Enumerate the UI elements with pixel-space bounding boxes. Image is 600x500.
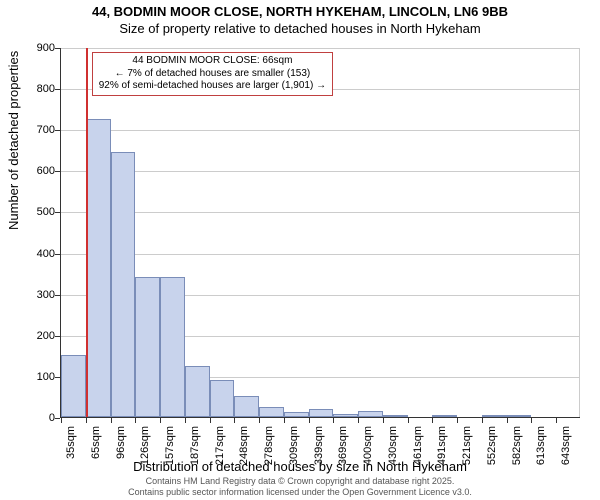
x-tick-mark (135, 418, 136, 423)
attribution-line-2: Contains public sector information licen… (0, 487, 600, 498)
x-tick-mark (160, 418, 161, 423)
histogram-bar (160, 277, 185, 417)
y-tick-label: 600 (25, 165, 61, 177)
property-size-chart: 44, BODMIN MOOR CLOSE, NORTH HYKEHAM, LI… (0, 0, 600, 500)
histogram-bar (135, 277, 160, 417)
attribution-line-1: Contains HM Land Registry data © Crown c… (0, 476, 600, 487)
y-tick-label: 900 (25, 42, 61, 54)
gridline (61, 171, 580, 172)
x-axis-label: Distribution of detached houses by size … (0, 459, 600, 474)
x-tick-mark (556, 418, 557, 423)
attribution-block: Contains HM Land Registry data © Crown c… (0, 476, 600, 498)
x-tick-mark (309, 418, 310, 423)
chart-subtitle: Size of property relative to detached ho… (0, 21, 600, 38)
x-tick-mark (358, 418, 359, 423)
y-tick-label: 800 (25, 83, 61, 95)
plot-area: 010020030040050060070080090035sqm65sqm96… (60, 48, 580, 418)
histogram-bar (111, 152, 136, 417)
gridline (61, 130, 580, 131)
callout-box: 44 BODMIN MOOR CLOSE: 66sqm← 7% of detac… (92, 52, 333, 96)
gridline (61, 254, 580, 255)
y-tick-label: 200 (25, 330, 61, 342)
x-tick-mark (457, 418, 458, 423)
x-tick-mark (408, 418, 409, 423)
histogram-bar (234, 396, 259, 417)
y-tick-label: 500 (25, 206, 61, 218)
x-tick-mark (482, 418, 483, 423)
histogram-bar (185, 366, 210, 417)
chart-title-block: 44, BODMIN MOOR CLOSE, NORTH HYKEHAM, LI… (0, 0, 600, 38)
x-tick-mark (259, 418, 260, 423)
gridline (61, 48, 580, 49)
callout-line: 44 BODMIN MOOR CLOSE: 66sqm (99, 55, 326, 68)
x-tick-mark (383, 418, 384, 423)
chart-title: 44, BODMIN MOOR CLOSE, NORTH HYKEHAM, LI… (0, 4, 600, 21)
histogram-bar (383, 415, 408, 417)
histogram-bar (358, 411, 383, 417)
x-tick-mark (531, 418, 532, 423)
x-tick-mark (284, 418, 285, 423)
x-tick-mark (234, 418, 235, 423)
callout-line: 92% of semi-detached houses are larger (… (99, 80, 326, 93)
histogram-bar (86, 119, 111, 417)
y-tick-label: 0 (25, 412, 61, 424)
x-tick-mark (507, 418, 508, 423)
highlight-line (86, 48, 88, 417)
x-tick-mark (185, 418, 186, 423)
histogram-bar (432, 415, 457, 417)
y-tick-label: 300 (25, 289, 61, 301)
y-tick-label: 400 (25, 248, 61, 260)
x-tick-mark (61, 418, 62, 423)
callout-line: ← 7% of detached houses are smaller (153… (99, 68, 326, 81)
histogram-bar (309, 409, 334, 417)
x-tick-mark (111, 418, 112, 423)
y-tick-label: 100 (25, 371, 61, 383)
gridline (61, 212, 580, 213)
x-tick-mark (86, 418, 87, 423)
x-tick-mark (432, 418, 433, 423)
histogram-bar (259, 407, 284, 417)
histogram-bar (210, 380, 235, 417)
histogram-bar (507, 415, 532, 417)
x-tick-mark (210, 418, 211, 423)
y-tick-label: 700 (25, 124, 61, 136)
y-axis-label: Number of detached properties (6, 51, 21, 230)
histogram-bar (284, 412, 309, 417)
histogram-bar (333, 414, 358, 417)
histogram-bar (61, 355, 86, 417)
x-tick-mark (333, 418, 334, 423)
histogram-bar (482, 415, 507, 417)
